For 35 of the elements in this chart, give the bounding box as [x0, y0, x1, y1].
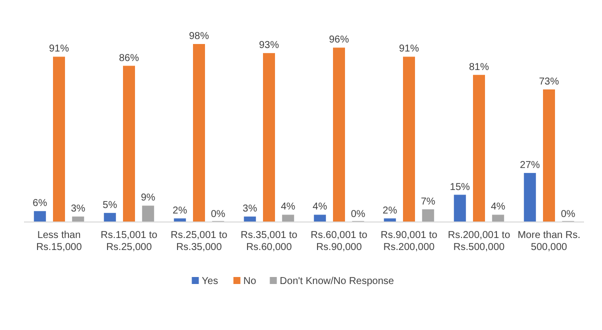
legend-label: No — [243, 276, 257, 287]
data-label: 7% — [420, 196, 436, 208]
x-tick-label: Rs.35,001 to Rs.60,000 — [240, 230, 298, 253]
data-label: 15% — [450, 182, 470, 193]
legend-label: Yes — [202, 276, 218, 287]
data-label: 2% — [172, 205, 188, 216]
data-label: 91% — [48, 44, 70, 55]
x-tick-label: Rs.60,001 to Rs.90,000 — [310, 230, 368, 253]
x-tick-label: Less than Rs.15,000 — [36, 230, 82, 253]
data-label: 9% — [140, 192, 156, 204]
legend-label: Don't Know/No Response — [280, 276, 394, 287]
x-tick-label: More than Rs. 500,000 — [518, 230, 580, 253]
data-label: 6% — [32, 198, 48, 210]
data-label: 73% — [538, 76, 560, 88]
data-label: 0% — [210, 209, 226, 220]
data-label: 96% — [328, 34, 350, 46]
x-tick-label: Rs.200,001 to Rs.500,000 — [448, 230, 511, 253]
data-label: 3% — [242, 204, 258, 215]
data-label: 4% — [312, 202, 328, 213]
x-tick-label: Rs.15,001 to Rs.25,000 — [100, 230, 158, 253]
data-label: 93% — [258, 40, 280, 52]
x-tick-label: Rs.90,001 to Rs.200,000 — [380, 230, 438, 253]
data-label: 81% — [468, 62, 490, 73]
data-label: 86% — [118, 52, 140, 64]
data-label: 98% — [188, 31, 210, 42]
data-label: 3% — [70, 204, 86, 215]
data-label: 0% — [350, 209, 366, 220]
x-tick-label: Rs.25,001 to Rs.35,000 — [170, 230, 228, 253]
data-label: 4% — [490, 202, 506, 213]
data-label: 5% — [102, 200, 118, 211]
data-label: 91% — [398, 44, 420, 55]
data-label: 0% — [560, 209, 576, 220]
data-label: 2% — [382, 205, 398, 216]
data-label: 27% — [520, 160, 540, 171]
data-label: 4% — [280, 202, 296, 213]
